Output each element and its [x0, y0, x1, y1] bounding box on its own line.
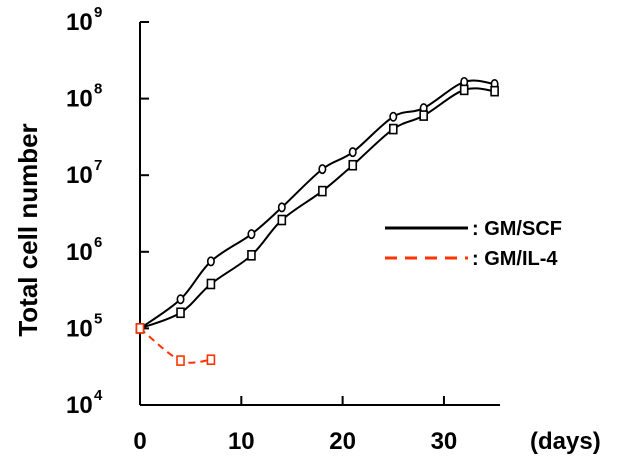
y-tick-exponent: 5	[94, 310, 102, 327]
data-point-square	[419, 110, 428, 121]
series-line	[139, 327, 212, 364]
y-tick-label: 10	[66, 162, 93, 189]
series-1	[136, 76, 499, 334]
data-point-square	[247, 250, 256, 261]
series-2	[135, 84, 499, 334]
data-point-square	[135, 323, 145, 334]
x-tick-label: 20	[329, 428, 356, 455]
data-point-square	[176, 307, 185, 319]
y-tick-label: 10	[66, 239, 93, 266]
data-point-circle	[176, 294, 185, 305]
series-line	[139, 79, 495, 330]
y-tick-exponent: 4	[94, 387, 103, 404]
x-tick-label: 0	[133, 428, 146, 455]
series-layer	[135, 76, 499, 366]
y-tick-exponent: 7	[94, 157, 102, 174]
legend-label: : GM/SCF	[472, 218, 562, 240]
data-point-square	[206, 278, 216, 290]
data-point-square	[388, 123, 398, 135]
y-tick-label: 10	[66, 392, 93, 419]
series-line	[139, 87, 495, 330]
data-point-square	[206, 354, 216, 366]
legend-label: : GM/IL-4	[472, 248, 558, 270]
axes	[139, 22, 500, 406]
data-point-square	[277, 214, 287, 226]
y-tick-exponent: 6	[94, 234, 102, 251]
x-axis-ticks: 0 10 20 30	[133, 396, 457, 455]
data-point-square	[348, 159, 358, 171]
y-tick-exponent: 9	[94, 4, 102, 21]
y-tick-label: 10	[66, 86, 93, 113]
data-point-circle	[247, 229, 256, 240]
x-axis-label: (days)	[530, 428, 601, 455]
data-point-square	[176, 355, 185, 366]
data-point-square	[318, 185, 327, 197]
series-3	[135, 323, 216, 366]
data-point-square	[459, 84, 469, 96]
y-tick-label: 10	[66, 315, 93, 342]
data-point-circle	[206, 256, 215, 267]
data-point-circle	[318, 164, 327, 175]
data-point-circle	[277, 202, 286, 213]
y-tick-exponent: 8	[94, 81, 102, 98]
data-point-circle	[348, 147, 357, 158]
x-tick-label: 30	[431, 428, 458, 455]
y-axis-label: Total cell number	[13, 123, 43, 336]
legend: : GM/SCF : GM/IL-4	[385, 218, 562, 270]
data-point-square	[490, 85, 499, 97]
data-point-circle	[389, 111, 398, 122]
x-tick-label: 10	[228, 428, 255, 455]
y-tick-label: 10	[66, 9, 93, 36]
